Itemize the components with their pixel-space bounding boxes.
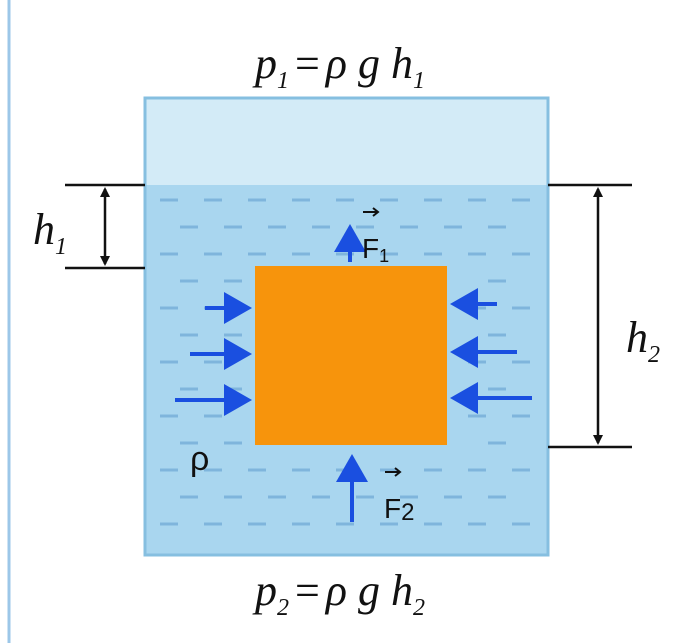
text-part: = xyxy=(295,39,320,88)
text-part: 2 xyxy=(413,595,425,621)
text-part: F xyxy=(384,493,401,524)
bottom-formula: p2=ρ g h2 xyxy=(252,566,425,621)
block xyxy=(255,266,447,445)
top-formula: p1=ρ g h1 xyxy=(252,39,425,94)
text-part: 1 xyxy=(379,246,389,266)
text-part: ρ g h xyxy=(324,566,413,615)
text-part: p xyxy=(252,39,277,88)
text-part: = xyxy=(295,566,320,615)
text-part: 2 xyxy=(277,595,289,621)
text-part: h xyxy=(33,205,55,254)
text-part: h xyxy=(626,313,648,362)
text-part: 1 xyxy=(55,234,67,260)
depth-1-label: h1 xyxy=(33,205,67,260)
text-part: ρ g h xyxy=(324,39,413,88)
text-part: 1 xyxy=(277,68,289,94)
text-part: 1 xyxy=(413,68,425,94)
text-part: 2 xyxy=(648,342,660,368)
diagram: p1=ρ g h1 p2=ρ g h2 h1 h2 F1 F2 ρ xyxy=(0,0,698,643)
text-part: p xyxy=(252,566,277,615)
text-part: F xyxy=(362,233,379,264)
air-region xyxy=(145,98,548,186)
depth-2-label: h2 xyxy=(626,313,660,368)
density-label: ρ xyxy=(190,440,209,478)
text-part: 2 xyxy=(401,499,414,526)
